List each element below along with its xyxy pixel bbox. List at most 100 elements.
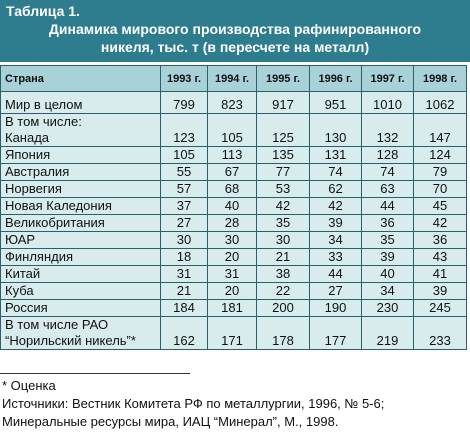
cell: 30 bbox=[207, 231, 257, 249]
row-label: Норвегия bbox=[0, 180, 161, 198]
cell: 21 bbox=[256, 248, 310, 266]
table-row: Великобритания 27 28 35 39 36 42 bbox=[0, 214, 467, 232]
cell: 27 bbox=[309, 282, 362, 300]
cell: 62 bbox=[309, 180, 362, 198]
table-row: Финляндия 18 20 21 33 39 43 bbox=[0, 248, 467, 266]
header-band: Таблица 1. Динамика мирового производств… bbox=[0, 0, 470, 62]
cell: 177 bbox=[309, 316, 362, 350]
cell: 135 bbox=[256, 146, 310, 164]
cell: 105 bbox=[160, 146, 208, 164]
table-body: Мир в целом 799 823 917 951 1010 1062 В том чис… bbox=[0, 91, 467, 350]
row-label: В том числе РАО “Норильский никель”* bbox=[0, 316, 161, 350]
cell: 125 bbox=[256, 113, 310, 147]
cell: 162 bbox=[160, 316, 208, 350]
cell: 44 bbox=[309, 265, 362, 283]
cell: 40 bbox=[361, 265, 414, 283]
title: Таблица 1. bbox=[6, 3, 80, 19]
column-header: 1993 г. bbox=[160, 65, 208, 92]
cell: 45 bbox=[413, 197, 467, 215]
cell: 233 bbox=[413, 316, 467, 350]
row-label: Куба bbox=[0, 282, 161, 300]
table-row: Австралия 55 67 77 74 74 79 bbox=[0, 163, 467, 181]
column-header: 1997 г. bbox=[361, 65, 414, 92]
cell: 917 bbox=[256, 91, 310, 114]
cell: 21 bbox=[160, 282, 208, 300]
cell: 171 bbox=[207, 316, 257, 350]
cell: 74 bbox=[361, 163, 414, 181]
cell: 200 bbox=[256, 299, 310, 317]
cell: 190 bbox=[309, 299, 362, 317]
notes: * Оценка Источники: Вестник Комитета РФ п… bbox=[2, 377, 384, 431]
cell: 131 bbox=[309, 146, 362, 164]
cell: 43 bbox=[413, 248, 467, 266]
cell: 31 bbox=[207, 265, 257, 283]
cell: 41 bbox=[413, 265, 467, 283]
row-label: В том числе: Канада bbox=[0, 113, 161, 147]
column-header: Страна bbox=[0, 65, 161, 92]
cell: 57 bbox=[160, 180, 208, 198]
cell: 35 bbox=[361, 231, 414, 249]
separator bbox=[0, 373, 190, 374]
cell: 39 bbox=[413, 282, 467, 300]
table-row: В том числе: Канада 123 105 125 130 132 147 bbox=[0, 113, 467, 147]
cell: 123 bbox=[160, 113, 208, 147]
note: Источники: Вестник Комитета РФ по металл… bbox=[2, 396, 385, 411]
note: * Оценка bbox=[2, 378, 56, 393]
column-header: 1994 г. bbox=[207, 65, 257, 92]
table-row: Мир в целом 799 823 917 951 1010 1062 bbox=[0, 91, 467, 114]
cell: 28 bbox=[207, 214, 257, 232]
table-row: Россия 184 181 200 190 230 245 bbox=[0, 299, 467, 317]
cell: 30 bbox=[160, 231, 208, 249]
cell: 823 bbox=[207, 91, 257, 114]
table-row: Норвегия 57 68 53 62 63 70 bbox=[0, 180, 467, 198]
subtitle: Динамика мирового производства рафиниров… bbox=[48, 21, 422, 55]
cell: 245 bbox=[413, 299, 467, 317]
cell: 20 bbox=[207, 248, 257, 266]
cell: 70 bbox=[413, 180, 467, 198]
cell: 36 bbox=[361, 214, 414, 232]
row-label: Мир в целом bbox=[0, 91, 161, 114]
cell: 77 bbox=[256, 163, 310, 181]
row-label: Великобритания bbox=[0, 214, 161, 232]
cell: 42 bbox=[309, 197, 362, 215]
cell: 68 bbox=[207, 180, 257, 198]
cell: 147 bbox=[413, 113, 467, 147]
cell: 38 bbox=[256, 265, 310, 283]
row-label: Финляндия bbox=[0, 248, 161, 266]
column-header: 1998 г. bbox=[413, 65, 467, 92]
cell: 20 bbox=[207, 282, 257, 300]
cell: 55 bbox=[160, 163, 208, 181]
cell: 42 bbox=[413, 214, 467, 232]
row-label: Австралия bbox=[0, 163, 161, 181]
cell: 27 bbox=[160, 214, 208, 232]
cell: 30 bbox=[256, 231, 310, 249]
cell: 37 bbox=[160, 197, 208, 215]
cell: 184 bbox=[160, 299, 208, 317]
cell: 79 bbox=[413, 163, 467, 181]
note: Минеральные ресурсы мира, ИАЦ “Минерал”,… bbox=[2, 414, 339, 429]
column-header: 1995 г. bbox=[256, 65, 310, 92]
row-label: Новая Каледония bbox=[0, 197, 161, 215]
table: Страна 1993 г. 1994 г. 1995 г. 1996 г. 1997 г… bbox=[0, 65, 467, 350]
cell: 230 bbox=[361, 299, 414, 317]
cell: 105 bbox=[207, 113, 257, 147]
row-label: Япония bbox=[0, 146, 161, 164]
cell: 53 bbox=[256, 180, 310, 198]
cell: 33 bbox=[309, 248, 362, 266]
cell: 74 bbox=[309, 163, 362, 181]
table-row: Куба 21 20 22 27 34 39 bbox=[0, 282, 467, 300]
cell: 42 bbox=[256, 197, 310, 215]
row-label: Россия bbox=[0, 299, 161, 317]
column-header: 1996 г. bbox=[309, 65, 362, 92]
cell: 799 bbox=[160, 91, 208, 114]
cell: 951 bbox=[309, 91, 362, 114]
cell: 22 bbox=[256, 282, 310, 300]
cell: 44 bbox=[361, 197, 414, 215]
header-row: Страна 1993 г. 1994 г. 1995 г. 1996 г. 1997 г… bbox=[0, 65, 467, 92]
cell: 67 bbox=[207, 163, 257, 181]
cell: 39 bbox=[361, 248, 414, 266]
cell: 31 bbox=[160, 265, 208, 283]
table-row: Япония 105 113 135 131 128 124 bbox=[0, 146, 467, 164]
cell: 36 bbox=[413, 231, 467, 249]
